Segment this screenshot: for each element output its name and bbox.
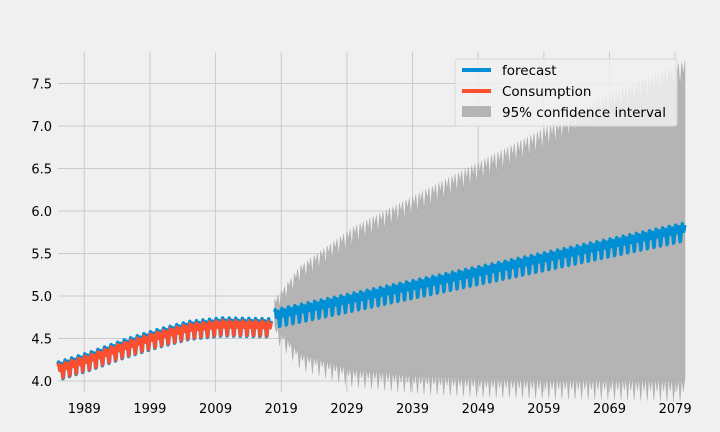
x-tick-label: 2019: [265, 402, 298, 417]
consumption-line: [56, 318, 273, 380]
x-tick-label: 2039: [396, 402, 429, 417]
x-tick-label: 2009: [199, 402, 232, 417]
y-tick-label: 5.5: [31, 247, 52, 262]
y-tick-label: 5.0: [31, 290, 52, 305]
x-tick-label: 1999: [133, 402, 166, 417]
legend-entry-consumption: Consumption: [462, 84, 591, 100]
legend-label: Consumption: [502, 84, 591, 100]
x-tick-label: 2069: [593, 402, 626, 417]
y-tick-label: 7.5: [31, 77, 52, 92]
legend-swatch: [462, 106, 491, 117]
confidence-interval-layer: [274, 60, 686, 402]
x-tick-label: 2059: [527, 402, 560, 417]
confidence-interval-band: [274, 60, 686, 402]
y-tick-label: 7.0: [31, 120, 52, 135]
y-tick-label: 4.0: [31, 375, 52, 390]
y-axis: 4.0 4.5 5.0 5.5 6.0 6.5 7.0 7.5: [31, 77, 52, 390]
y-tick-label: 4.5: [31, 332, 52, 347]
legend-label: forecast: [502, 63, 557, 79]
forecast-line: [273, 221, 687, 329]
legend: forecast Consumption 95% confidence interv…: [454, 58, 678, 127]
x-tick-label: 2049: [462, 402, 495, 417]
y-tick-label: 6.5: [31, 162, 52, 177]
legend-entry-forecast: forecast: [462, 63, 557, 79]
x-tick-label: 2079: [659, 402, 692, 417]
legend-box: [454, 58, 678, 127]
series-layer: [56, 221, 687, 381]
legend-entry-confidence-interval: 95% confidence interval: [462, 105, 666, 121]
y-tick-label: 6.0: [31, 205, 52, 220]
legend-label: 95% confidence interval: [502, 105, 666, 121]
x-axis: 1989 1999 2009 2019 2029 2039 2049 2059 2069 2079: [68, 402, 692, 417]
x-tick-label: 1989: [68, 402, 101, 417]
x-tick-label: 2029: [330, 402, 363, 417]
